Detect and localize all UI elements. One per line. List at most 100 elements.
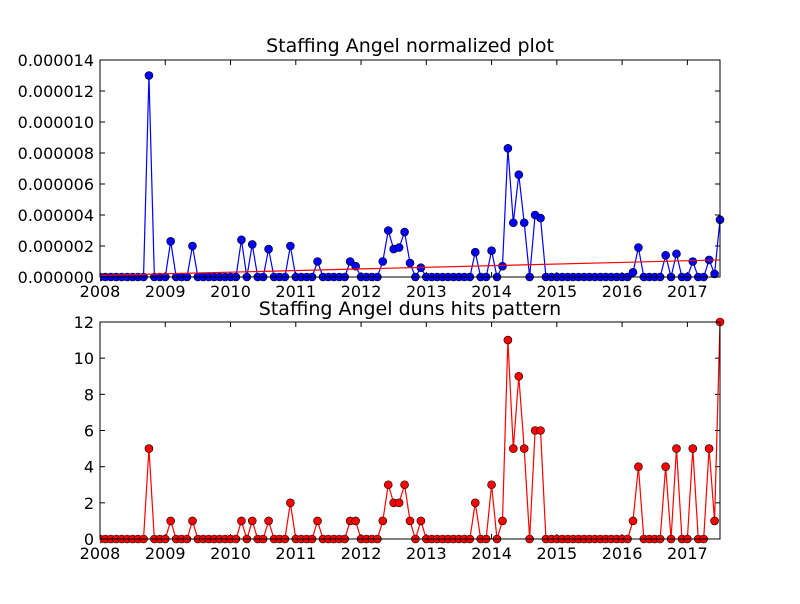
duns-y-tick-label: 0 [84, 530, 94, 549]
duns-x-tick-label: 2011 [275, 544, 316, 563]
duns-data-point [166, 516, 175, 526]
normalized-trend-line [100, 259, 721, 277]
duns-x-tick-label: 2008 [80, 544, 121, 563]
normalized-x-tick-label: 2014 [471, 282, 512, 301]
normalized-data-point [400, 227, 409, 237]
duns-data-point [400, 480, 409, 490]
normalized-y-tick-label: 0.000012 [18, 82, 94, 101]
normalized-y-tick-label: 0.000006 [18, 175, 94, 194]
duns-hits-axes: Staffing Angel duns hits pattern 2008 2009… [74, 298, 725, 563]
normalized-x-tick-label: 2016 [602, 282, 643, 301]
duns-data-point [704, 444, 714, 453]
duns-x-tick-label: 2015 [536, 544, 577, 563]
duns-data-point [710, 516, 719, 526]
normalized-data-point [394, 243, 404, 252]
duns-data-point [487, 480, 496, 490]
duns-data-point [519, 444, 529, 453]
duns-y-tick-label: 6 [84, 422, 94, 441]
normalized-data-point [378, 257, 388, 266]
normalized-x-tick-label: 2015 [536, 282, 577, 301]
normalized-data-point [710, 269, 719, 279]
normalized-data-point [509, 218, 518, 228]
normalized-data-point [351, 261, 360, 271]
duns-data-point [394, 498, 404, 508]
normalized-y-tick-label: 0.000004 [18, 206, 94, 225]
duns-data-point [672, 444, 681, 453]
normalized-data-point [144, 71, 154, 80]
duns-y-tick-label: 12 [74, 313, 94, 332]
duns-x-tick-label: 2013 [406, 544, 447, 563]
duns-x-tick-label: 2017 [667, 544, 708, 563]
normalized-y-tick-label: 0.000014 [18, 51, 94, 70]
normalized-data-point [345, 257, 355, 266]
duns-data-point [509, 444, 518, 453]
normalized-chart-title: Staffing Angel normalized plot [266, 35, 554, 57]
duns-data-point [286, 498, 295, 508]
normalized-data-point [188, 241, 197, 251]
normalized-data-point [286, 241, 295, 251]
normalized-data-point [661, 251, 670, 260]
duns-x-tick-label: 2010 [210, 544, 251, 563]
normalized-data-point [313, 257, 322, 266]
normalized-x-tick-label: 2008 [80, 282, 121, 301]
duns-data-point [688, 444, 698, 453]
duns-data-point [313, 516, 322, 526]
normalized-data-point [405, 258, 415, 268]
duns-x-tick-label: 2012 [341, 544, 382, 563]
normalized-data-point [672, 249, 681, 259]
duns-data-point [237, 516, 246, 526]
duns-data-point [144, 444, 154, 453]
normalized-data-point [237, 235, 246, 245]
duns-x-tick-label: 2014 [471, 544, 512, 563]
duns-data-point [264, 516, 273, 526]
duns-series-line [100, 321, 721, 542]
normalized-data-point [628, 268, 638, 277]
normalized-y-tick-label: 0.000010 [18, 113, 94, 132]
duns-y-tick-label: 10 [74, 349, 94, 368]
duns-data-point [351, 516, 360, 526]
normalized-data-point [503, 144, 513, 153]
duns-y-tick-label: 2 [84, 494, 94, 513]
normalized-data-point [487, 246, 496, 255]
normalized-data-point [688, 257, 698, 266]
normalized-x-tick-label: 2012 [341, 282, 382, 301]
normalized-y-tick-label: 0.000008 [18, 144, 94, 163]
normalized-data-point [519, 218, 529, 228]
duns-data-point [247, 516, 257, 526]
duns-plot-frame [99, 321, 721, 540]
normalized-y-tick-label: 0.000002 [18, 237, 94, 256]
normalized-x-tick-label: 2013 [406, 282, 447, 301]
duns-y-tick-label: 8 [84, 385, 94, 404]
duns-data-point [628, 516, 638, 526]
normalized-plot-frame [99, 59, 721, 278]
duns-data-point [498, 516, 507, 526]
normalized-data-point [247, 240, 257, 249]
duns-data-point [405, 516, 415, 526]
duns-data-point [503, 335, 513, 345]
duns-y-tick-label: 4 [84, 458, 94, 477]
duns-data-point [378, 516, 388, 526]
duns-chart-title: Staffing Angel duns hits pattern [259, 298, 561, 320]
normalized-data-point [470, 247, 480, 257]
normalized-x-tick-label: 2009 [145, 282, 186, 301]
duns-data-point [383, 480, 393, 490]
duns-data-point [536, 426, 545, 435]
duns-data-point [661, 462, 670, 471]
duns-data-point [188, 516, 197, 526]
normalized-data-point [166, 237, 175, 246]
normalized-data-point [536, 213, 545, 223]
normalized-data-point [498, 261, 507, 271]
normalized-data-point [383, 226, 393, 235]
duns-x-tick-label: 2016 [602, 544, 643, 563]
duns-data-point [634, 462, 643, 471]
normalized-x-tick-label: 2010 [210, 282, 251, 301]
duns-data-point [470, 498, 480, 508]
duns-data-point [514, 371, 524, 381]
normalized-x-tick-label: 2011 [275, 282, 316, 301]
duns-x-tick-label: 2009 [145, 544, 186, 563]
duns-data-point [416, 516, 426, 526]
normalized-y-tick-label: 0.000000 [18, 268, 94, 287]
normalized-x-tick-label: 2017 [667, 282, 708, 301]
